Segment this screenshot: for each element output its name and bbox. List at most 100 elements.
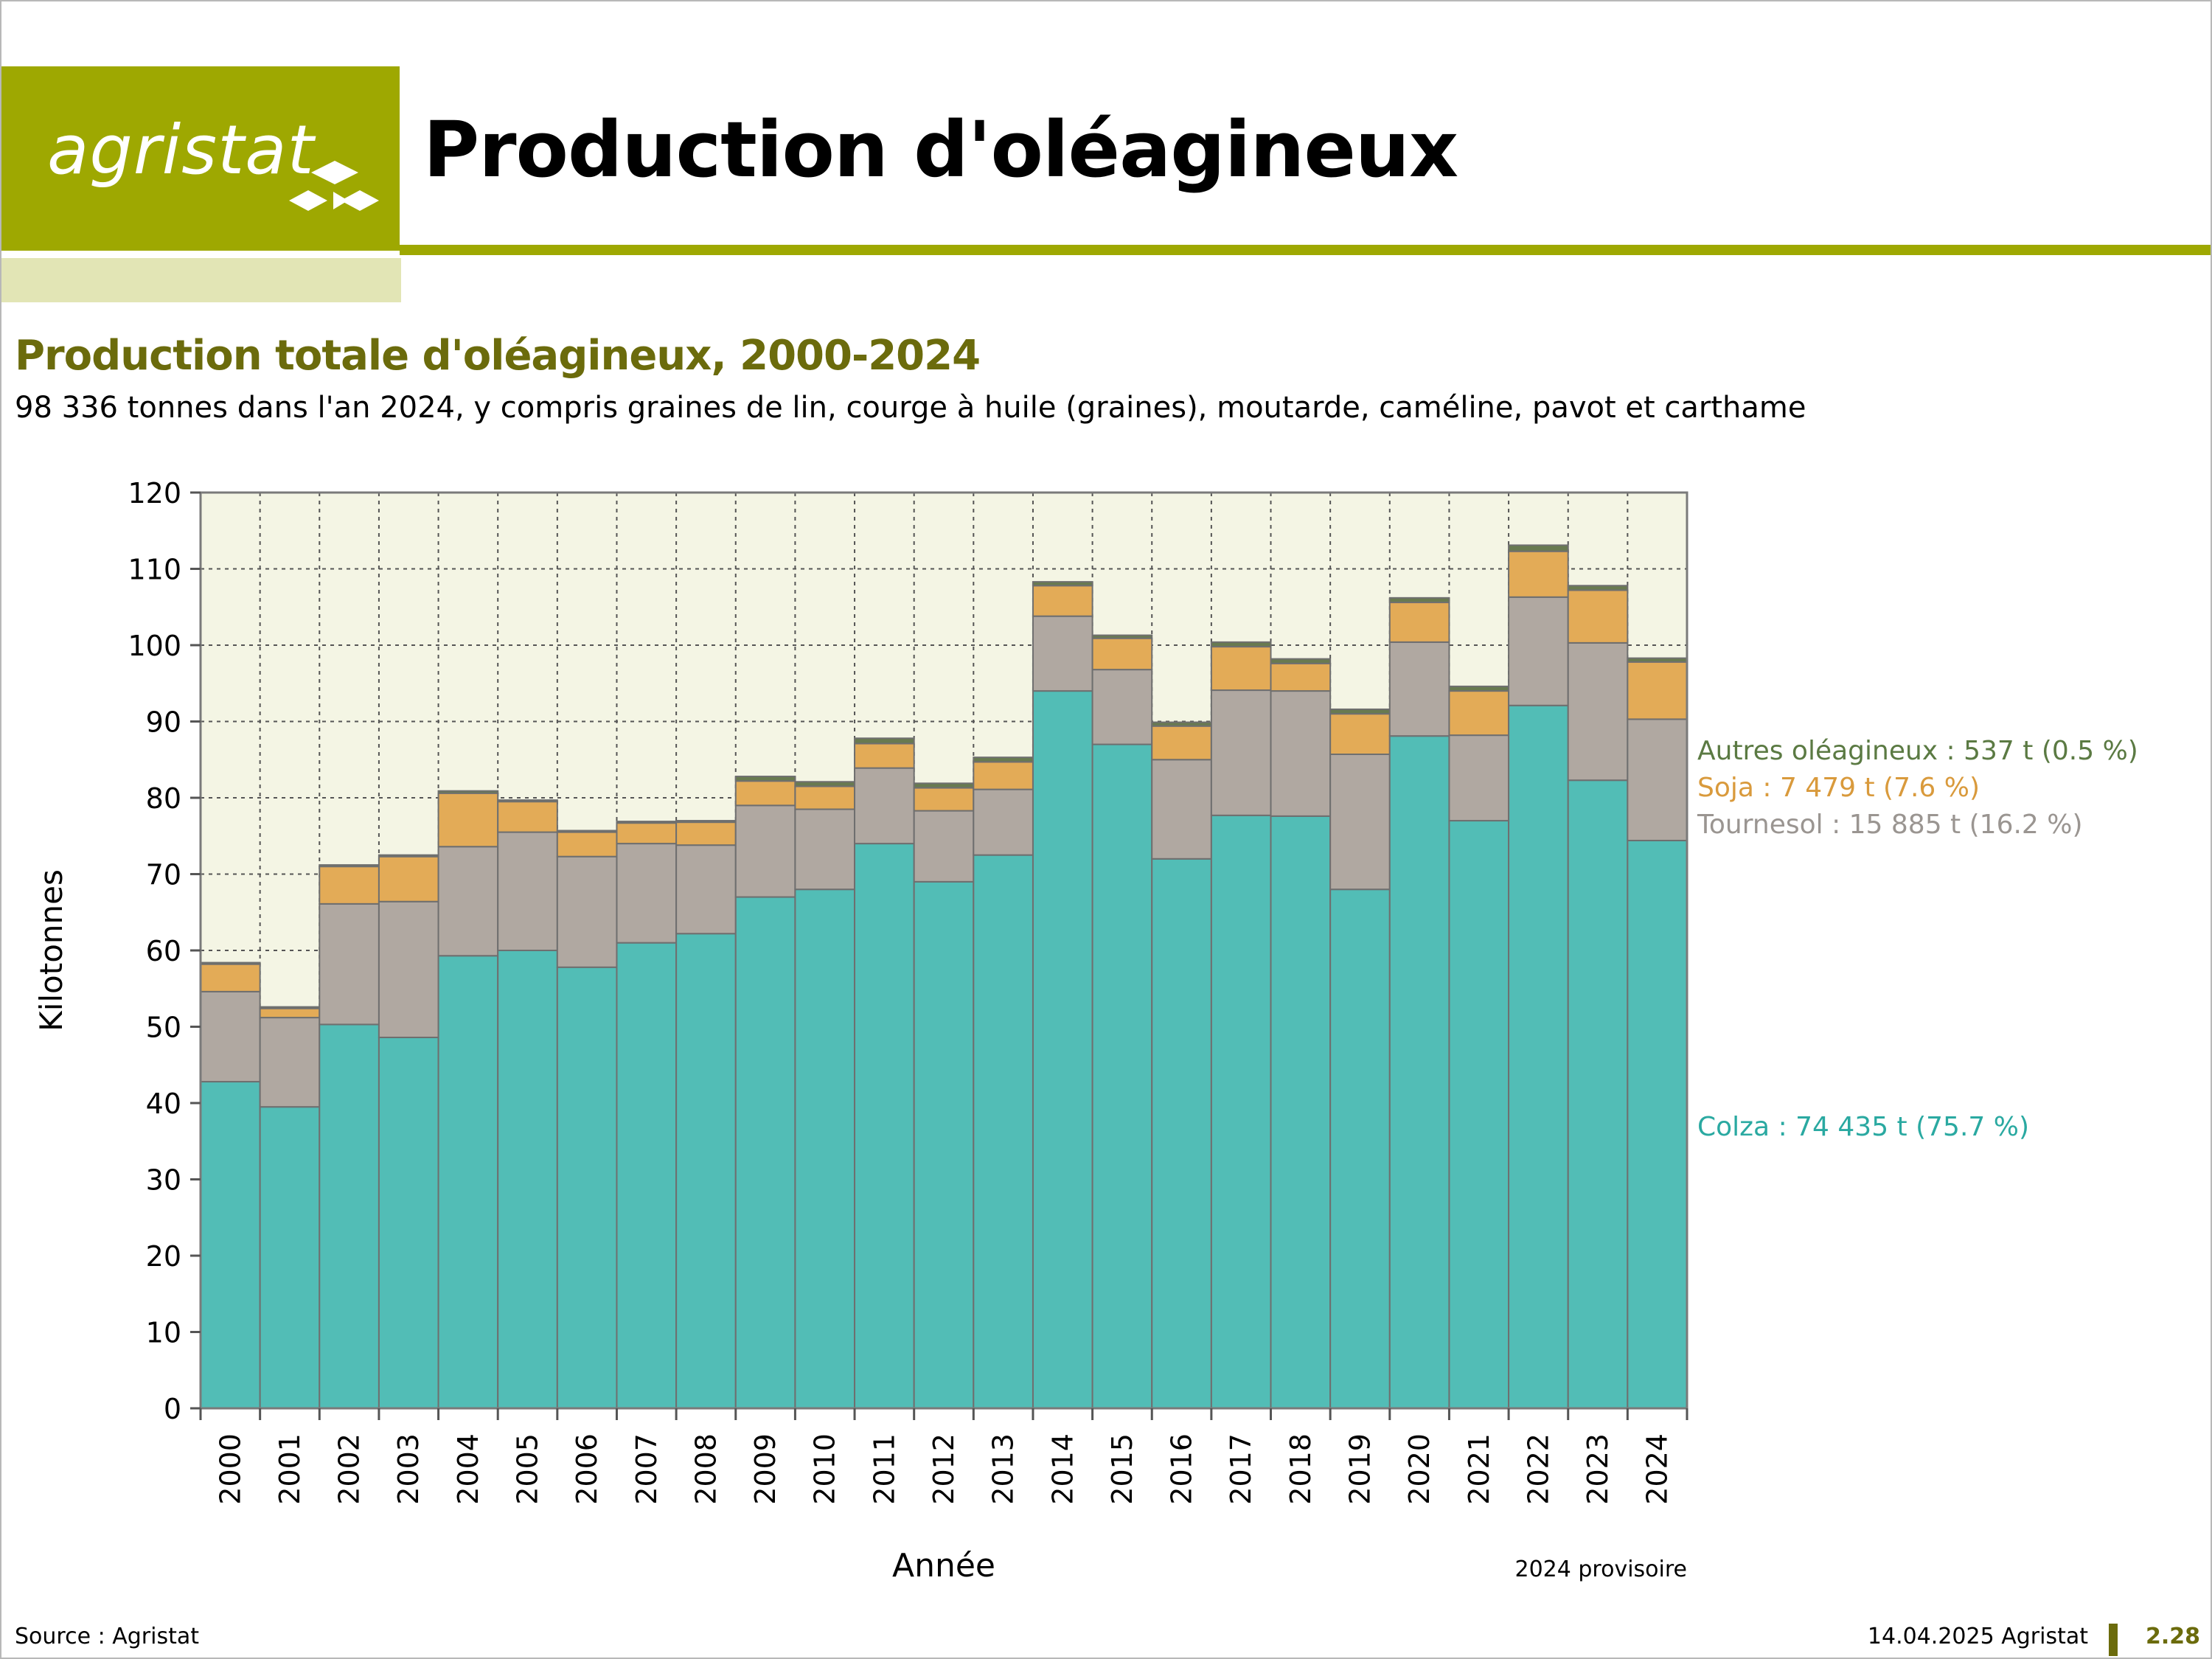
page-title: Production d'oléagineux [423,105,1458,195]
x-tick-label-2010: 2010 [809,1433,841,1505]
bar-tournesol-2003 [378,900,439,1038]
bar-colza-2009 [734,896,796,1409]
x-tick-label-2018: 2018 [1284,1433,1317,1505]
x-tick-label-2000: 2000 [214,1433,246,1505]
bar-soja-2003 [378,855,439,902]
bar-colza-2023 [1567,779,1629,1409]
y-tick-label: 0 [164,1393,181,1425]
x-tick-label-2021: 2021 [1463,1433,1495,1505]
bar-colza-2006 [556,966,618,1409]
bar-autres-ol-agineux-2021 [1448,685,1510,692]
bar-autres-ol-agineux-2007 [616,821,678,824]
bar-colza-2013 [973,854,1034,1409]
bar-tournesol-2020 [1388,641,1450,737]
bar-autres-ol-agineux-2014 [1032,581,1093,587]
x-tick-label-2002: 2002 [333,1433,366,1505]
bar-soja-2014 [1032,585,1093,617]
page-number: 2.28 [2145,1624,2200,1649]
y-axis-label: Kilotonnes [33,869,69,1032]
bar-colza-2022 [1508,704,1569,1409]
bar-tournesol-2008 [675,844,737,935]
bar-colza-2010 [794,888,856,1409]
x-tick-label-2013: 2013 [987,1433,1020,1505]
bar-colza-2019 [1329,888,1391,1409]
y-tick-label: 100 [128,630,181,662]
bar-soja-2013 [973,761,1034,790]
bar-soja-2022 [1508,550,1569,598]
bar-tournesol-2000 [200,990,261,1083]
bar-tournesol-2015 [1091,669,1153,745]
bar-autres-ol-agineux-2015 [1091,634,1153,639]
bar-soja-2024 [1627,661,1688,720]
x-tick-label-2009: 2009 [749,1433,782,1505]
bar-autres-ol-agineux-2002 [319,864,380,868]
bar-tournesol-2002 [319,902,380,1026]
logo-diamond-icon [289,161,379,211]
bar-autres-ol-agineux-2016 [1151,721,1212,727]
bar-colza-2007 [616,942,678,1409]
x-tick-label-2019: 2019 [1343,1433,1376,1505]
y-tick-label: 60 [146,935,181,967]
bar-colza-2002 [319,1023,380,1409]
bar-tournesol-2018 [1270,690,1332,817]
logo-underline [1,258,401,302]
bar-tournesol-2009 [734,804,796,898]
bar-colza-2021 [1448,820,1510,1409]
bar-soja-2019 [1329,713,1391,756]
x-tick-label-2006: 2006 [571,1433,603,1505]
bar-soja-2001 [259,1007,321,1019]
bar-tournesol-2016 [1151,759,1212,860]
bar-tournesol-2010 [794,808,856,891]
bar-soja-2004 [437,792,499,848]
bar-colza-2014 [1032,690,1093,1410]
bar-soja-2021 [1448,690,1510,737]
bar-soja-2012 [913,787,975,812]
logo [1,66,400,251]
x-tick-label-2016: 2016 [1166,1433,1198,1505]
bar-colza-2015 [1091,743,1153,1409]
bar-colza-2020 [1388,735,1450,1410]
bar-autres-ol-agineux-2013 [973,757,1034,763]
bar-tournesol-2007 [616,843,678,944]
x-tick-label-2023: 2023 [1582,1433,1614,1505]
bar-tournesol-2021 [1448,734,1510,822]
chart-title: Production totale d'oléagineux, 2000-202… [15,332,981,380]
bar-colza-2000 [200,1081,261,1410]
bar-soja-2002 [319,866,380,905]
end-label-colza: Colza : 74 435 t (75.7 %) [1697,1112,2029,1142]
bar-tournesol-2005 [497,831,558,952]
bar-autres-ol-agineux-2003 [378,854,439,858]
bar-autres-ol-agineux-2017 [1210,641,1272,648]
bar-autres-ol-agineux-2023 [1567,585,1629,591]
bar-tournesol-2022 [1508,596,1569,706]
bar-soja-2000 [200,963,261,992]
y-tick-label: 20 [146,1240,181,1273]
bar-colza-2012 [913,880,975,1409]
bar-tournesol-2006 [556,855,618,968]
bar-colza-2024 [1627,839,1688,1409]
bar-autres-ol-agineux-2005 [497,799,558,803]
bar-soja-2018 [1270,662,1332,692]
bar-soja-2009 [734,780,796,807]
bar-autres-ol-agineux-2012 [913,782,975,789]
end-label-tournesol: Tournesol : 15 885 t (16.2 %) [1697,810,2083,840]
bar-tournesol-2017 [1210,689,1272,816]
x-tick-label-2001: 2001 [274,1433,306,1505]
y-tick-label: 70 [146,859,181,891]
y-tick-label: 110 [128,554,181,586]
bar-autres-ol-agineux-2004 [437,790,499,794]
footer-divider [2109,1624,2118,1656]
y-tick-label: 120 [128,477,181,509]
bar-tournesol-2024 [1627,718,1688,841]
bar-soja-2016 [1151,725,1212,761]
x-axis-label: Année [892,1547,995,1585]
bar-autres-ol-agineux-2018 [1270,658,1332,664]
bar-autres-ol-agineux-2009 [734,776,796,782]
x-tick-label-2022: 2022 [1522,1433,1554,1505]
x-tick-label-2008: 2008 [689,1433,722,1505]
bar-tournesol-2001 [259,1017,321,1108]
x-tick-label-2005: 2005 [512,1433,544,1505]
x-tick-label-2003: 2003 [392,1433,425,1505]
bar-autres-ol-agineux-2008 [675,820,737,824]
